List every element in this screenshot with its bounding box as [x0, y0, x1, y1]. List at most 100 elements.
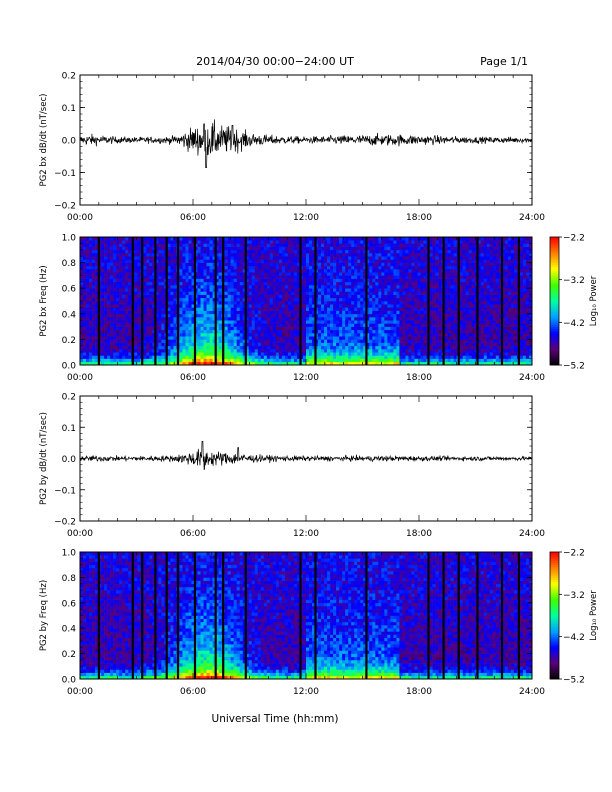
spectrogram-cell [128, 320, 132, 324]
spectrogram-cell [402, 361, 406, 366]
spectrogram-cell [342, 323, 346, 327]
spectrogram-cell [212, 326, 216, 331]
spectrogram-cell [227, 243, 231, 247]
spectrogram-cell [309, 313, 313, 318]
spectrogram-cell [378, 355, 382, 359]
spectrogram-cell [360, 265, 364, 270]
spectrogram-cell [239, 355, 244, 359]
spectrogram-cell [402, 301, 406, 305]
spectrogram-cell [179, 361, 183, 366]
spectrogram-cell [432, 240, 436, 244]
spectrogram-cell [188, 349, 192, 353]
spectrogram-cell [293, 272, 298, 276]
spectrogram-cell [107, 304, 111, 308]
spectrogram-cell [227, 288, 231, 292]
spectrogram-cell [372, 291, 376, 295]
spectrogram-cell [432, 333, 436, 337]
spectrogram-cell [399, 259, 403, 263]
spectrogram-cell [167, 361, 171, 366]
spectrogram-cell [293, 294, 298, 299]
spectrogram-cell [158, 345, 162, 350]
spectrogram-cell [128, 355, 132, 359]
spectrogram-cell [432, 317, 436, 321]
spectrogram-cell [203, 275, 207, 279]
spectrogram-cell [137, 352, 141, 356]
spectrogram-cell [447, 358, 451, 363]
spectrogram-cell [266, 329, 271, 334]
spectrogram-cell [119, 253, 123, 257]
spectrogram-cell [209, 240, 213, 244]
spectrogram-cell [80, 249, 84, 254]
spectrogram-cell [414, 249, 418, 254]
spectrogram-cell [134, 304, 138, 308]
spectrogram-cell [119, 237, 123, 241]
spectrogram-cell [206, 265, 210, 270]
spectrogram-cell [290, 336, 295, 340]
spectrogram-cell [158, 243, 162, 247]
spectrogram-cell [92, 352, 96, 356]
spectrogram-cell [260, 336, 265, 340]
spectrogram-cell [101, 355, 105, 359]
spectrogram-cell [227, 317, 231, 321]
spectrogram-cell [206, 275, 210, 279]
y-tick-label: −0.2 [54, 202, 76, 212]
spectrogram-cell [390, 281, 394, 286]
spectrogram-cell [393, 288, 397, 292]
spectrogram-cell [158, 237, 162, 241]
spectrogram-cell [230, 294, 234, 299]
spectrogram-cell [143, 253, 147, 257]
spectrogram-cell [92, 326, 96, 331]
spectrogram-cell [284, 249, 289, 254]
spectrogram-cell [393, 246, 397, 251]
spectrogram-cell [236, 294, 240, 299]
spectrogram-cell [354, 342, 358, 347]
spectrogram-cell [393, 275, 397, 279]
spectrogram-cell [272, 301, 277, 305]
spectrogram-cell [224, 272, 228, 276]
spectrogram-cell [260, 259, 265, 263]
spectrogram-cell [324, 358, 328, 363]
spectrogram-cell [414, 358, 418, 363]
spectrogram-cell [215, 291, 219, 295]
spectrogram-cell [411, 272, 415, 276]
spectrogram-cell [327, 294, 331, 299]
spectrogram-cell [143, 275, 147, 279]
spectrogram-cell [369, 272, 373, 276]
spectrogram-cell [345, 361, 349, 366]
spectrogram-cell [396, 313, 400, 318]
spectrogram-cell [182, 297, 186, 302]
spectrogram-cell [200, 310, 204, 315]
spectrogram-cell [185, 307, 189, 311]
spectrogram-cell [251, 355, 256, 359]
spectrogram-cell [179, 256, 183, 260]
spectrogram-cell [203, 249, 207, 254]
spectrogram-cell [345, 265, 349, 270]
spectrogram-cell [134, 310, 138, 315]
spectrogram-cell [251, 237, 256, 241]
spectrogram-cell [330, 240, 334, 244]
spectrogram-cell [275, 355, 280, 359]
spectrogram-cell [218, 336, 222, 340]
spectrogram-cell [372, 310, 376, 315]
spectrogram-cell [89, 320, 93, 324]
spectrogram-cell [101, 294, 105, 299]
spectrogram-cell [321, 291, 325, 295]
spectrogram-cell [351, 310, 355, 315]
spectrogram-cell [149, 336, 153, 340]
spectrogram-cell [185, 256, 189, 260]
spectrogram-cell [296, 288, 301, 292]
spectrogram-cell [80, 313, 84, 318]
spectrogram-cell [296, 246, 301, 251]
spectrogram-cell [236, 288, 240, 292]
spectrogram-cell [284, 313, 289, 318]
spectrogram-cell [357, 288, 361, 292]
spectrogram-cell [248, 329, 253, 334]
spectrogram-cell [80, 278, 84, 283]
spectrogram-cell [381, 326, 385, 331]
spectrogram-cell [107, 342, 111, 347]
spectrogram-cell [224, 249, 228, 254]
spectrogram-cell [348, 291, 352, 295]
spectrogram-cell [399, 317, 403, 321]
spectrogram-cell [128, 259, 132, 263]
spectrogram-cell [375, 317, 379, 321]
